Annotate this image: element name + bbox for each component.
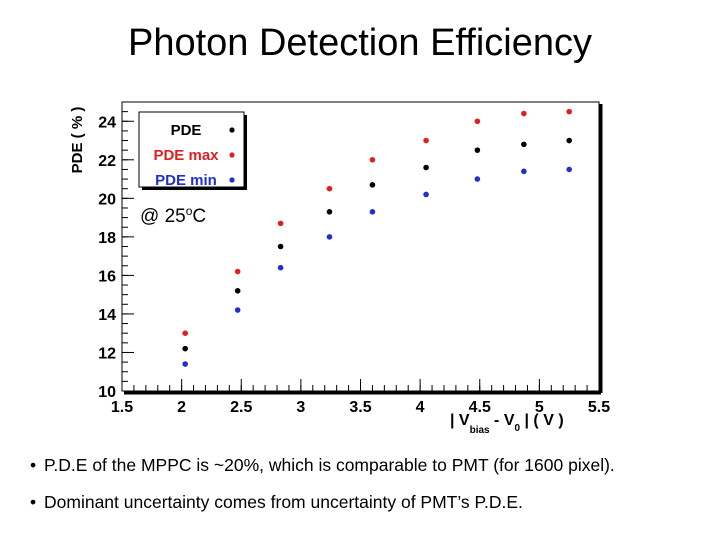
point-pde	[474, 147, 481, 153]
point-pde	[277, 243, 284, 250]
point-pde-max	[369, 157, 376, 163]
slide-title: Photon Detection Efficiency	[127, 22, 592, 64]
point-pde-min	[182, 361, 189, 367]
y-axis-ticks: 10 12 14 16 18 20 22 24	[98, 101, 134, 401]
point-pde-min	[326, 234, 333, 240]
x-tick-label: 3.5	[349, 399, 371, 416]
point-pde-min	[566, 166, 572, 173]
x-tick-label: 5.5	[588, 399, 610, 416]
bullet-text-1: P.D.E of the MPPC is ~20%, which is comp…	[44, 455, 615, 475]
point-pde-min	[423, 191, 429, 198]
point-pde-min	[369, 209, 376, 215]
point-pde-max	[326, 185, 333, 192]
point-pde-min	[521, 168, 527, 175]
point-pde	[369, 182, 376, 188]
point-pde	[326, 209, 333, 215]
point-pde-max	[474, 118, 481, 125]
bullet-item-1: • P.D.E of the MPPC is ~20%, which is com…	[30, 455, 715, 476]
x-label-sub1: bias	[470, 425, 490, 436]
x-tick-label: 4	[416, 399, 425, 416]
y-tick-label: 16	[98, 268, 116, 285]
x-label-mid: - V	[490, 412, 515, 429]
x-axis-ticks: 1.5 2 2.5 3 3.5 4 4.5 5 5.5	[111, 379, 610, 416]
point-pde	[234, 288, 241, 294]
y-axis-label: PDE ( % )	[69, 107, 86, 174]
x-tick-label: 3	[296, 399, 305, 416]
x-tick-label: 2.5	[230, 399, 252, 416]
x-label-close: | ( V )	[520, 412, 564, 429]
x-label-sub2: 0	[515, 423, 521, 434]
point-pde-min	[277, 264, 284, 271]
x-tick-label: 5	[535, 399, 544, 416]
bullet-list: • P.D.E of the MPPC is ~20%, which is com…	[30, 455, 715, 529]
point-pde	[423, 164, 429, 171]
point-pde	[182, 345, 189, 352]
point-pde-max	[234, 268, 241, 275]
x-label-open: | V	[450, 412, 470, 429]
x-axis-label: | Vbias - V0 | ( V )	[450, 412, 564, 436]
point-pde-min	[474, 176, 481, 182]
y-tick-label: 18	[98, 230, 116, 247]
bullet-item-2: • Dominant uncertainty comes from uncerta…	[30, 492, 715, 513]
legend-marker	[229, 127, 235, 133]
legend-label: PDE max	[153, 147, 219, 164]
legend-marker	[229, 152, 235, 158]
legend-marker	[229, 177, 235, 183]
temperature-annotation: @ 25oC	[140, 204, 206, 227]
y-tick-label: 10	[98, 384, 116, 401]
data-points	[182, 108, 572, 367]
annotation-suffix: C	[192, 206, 206, 227]
legend-label: PDE min	[155, 172, 217, 189]
point-pde-max	[277, 220, 284, 227]
point-pde-max	[566, 108, 572, 115]
x-tick-label: 2	[177, 399, 186, 416]
bullet-symbol: •	[30, 455, 37, 475]
legend-label: PDE	[171, 122, 202, 139]
y-tick-label: 14	[98, 307, 116, 324]
point-pde	[521, 141, 527, 148]
annotation-prefix: @ 25	[140, 206, 186, 227]
point-pde-max	[521, 110, 527, 117]
bullet-symbol: •	[30, 492, 37, 512]
legend-entries: PDE PDE max PDE min	[153, 122, 235, 189]
x-tick-label: 4.5	[469, 399, 491, 416]
point-pde-max	[423, 137, 429, 144]
legend-box	[138, 111, 245, 188]
y-tick-label: 24	[98, 114, 116, 131]
y-tick-label: 12	[98, 345, 116, 362]
point-pde-max	[182, 330, 189, 337]
annotation-sup: o	[186, 204, 193, 218]
x-tick-label: 1.5	[111, 399, 133, 416]
point-pde-min	[234, 307, 241, 313]
y-tick-label: 20	[98, 191, 116, 208]
legend: PDE PDE max PDE min	[138, 111, 247, 190]
bullet-text-2: Dominant uncertainty comes from uncertai…	[44, 492, 523, 512]
y-tick-label: 22	[98, 153, 116, 170]
point-pde	[566, 137, 572, 144]
